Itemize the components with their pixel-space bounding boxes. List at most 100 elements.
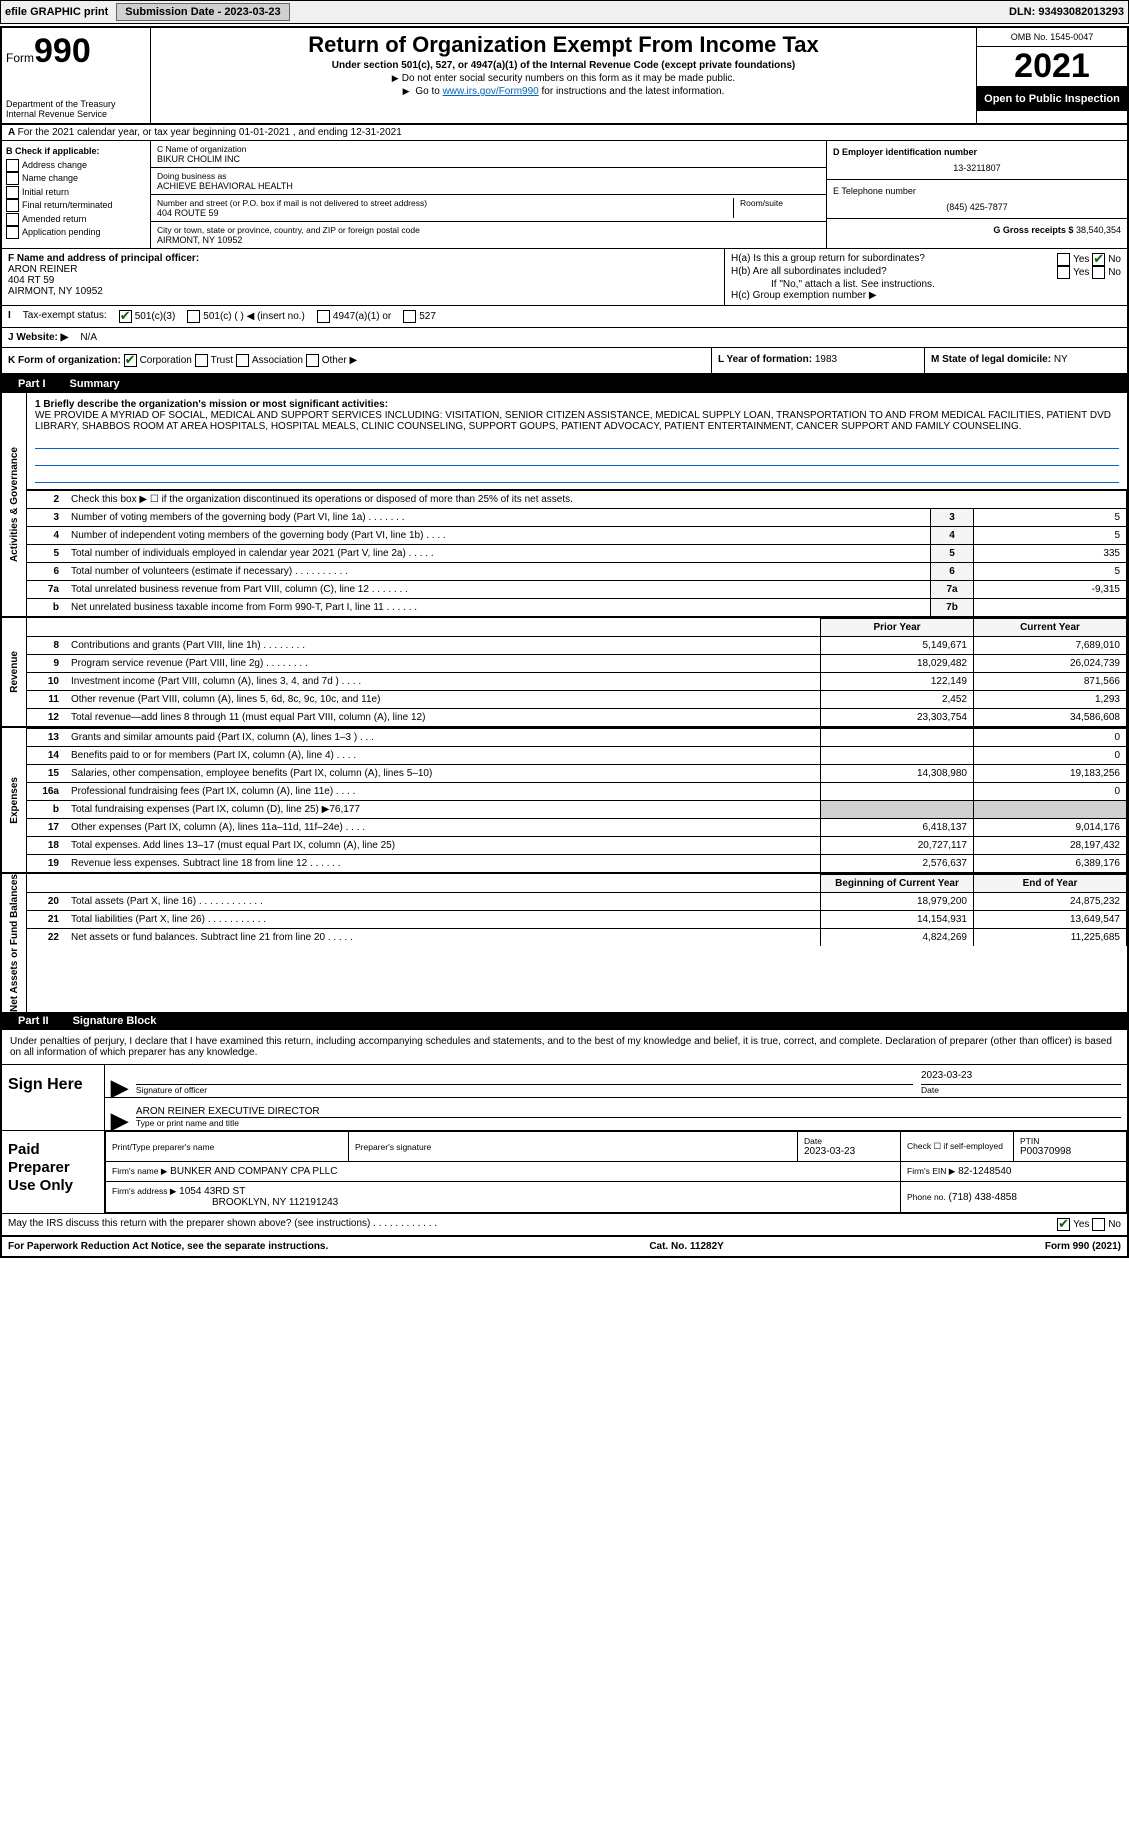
table-row: 19Revenue less expenses. Subtract line 1… — [27, 855, 1127, 873]
form-990-wrap: Form990 Department of the Treasury Inter… — [0, 26, 1129, 1258]
vtab-exp: Expenses — [2, 728, 27, 872]
cb-527[interactable]: 527 — [403, 310, 436, 323]
sign-here-row: Sign Here ▶ Signature of officer 2023-03… — [2, 1065, 1127, 1131]
cb-501c[interactable]: 501(c) ( ) ◀ (insert no.) — [187, 310, 305, 323]
website-value: N/A — [80, 332, 97, 343]
discuss-text: May the IRS discuss this return with the… — [8, 1218, 437, 1231]
form-label: Form — [6, 51, 34, 65]
cb-name-change[interactable]: Name change — [6, 172, 146, 186]
header-left: Form990 Department of the Treasury Inter… — [2, 28, 151, 123]
cb-app-pending[interactable]: Application pending — [6, 226, 146, 240]
open-public: Open to Public Inspection — [977, 87, 1127, 111]
cb-address-change[interactable]: Address change — [6, 159, 146, 173]
dba-label: Doing business as — [157, 171, 820, 181]
addr-label: Number and street (or P.O. box if mail i… — [157, 198, 727, 208]
form-subtitle: Under section 501(c), 527, or 4947(a)(1)… — [159, 60, 968, 71]
m-label: M State of legal domicile: — [931, 354, 1051, 365]
vtab-net: Net Assets or Fund Balances — [2, 874, 27, 1012]
dept-label: Department of the Treasury — [6, 99, 146, 109]
officer-name: ARON REINER — [8, 264, 718, 275]
footer-mid: Cat. No. 11282Y — [649, 1241, 723, 1252]
prep-ptin: P00370998 — [1020, 1146, 1120, 1157]
cb-final-return[interactable]: Final return/terminated — [6, 199, 146, 213]
cb-trust[interactable]: Trust — [195, 355, 233, 366]
cb-501c3[interactable]: 501(c)(3) — [119, 310, 176, 323]
l-year: L Year of formation: 1983 — [711, 348, 924, 373]
phone-block: E Telephone number (845) 425-7877 — [827, 180, 1127, 219]
link-note: Go to www.irs.gov/Form990 for instructio… — [159, 86, 968, 97]
gov-section: Activities & Governance 1 Briefly descri… — [2, 393, 1127, 618]
prep-h4: Check ☐ if self-employed — [901, 1132, 1014, 1162]
table-row: 7aTotal unrelated business revenue from … — [27, 581, 1127, 599]
firm-ein: 82-1248540 — [958, 1166, 1011, 1177]
table-row: bTotal fundraising expenses (Part IX, co… — [27, 801, 1127, 819]
addr-value: 404 ROUTE 59 — [157, 208, 727, 218]
table-row: 12Total revenue—add lines 8 through 11 (… — [27, 709, 1127, 727]
efile-topbar: efile GRAPHIC print Submission Date - 20… — [0, 0, 1129, 24]
j-label: J Website: ▶ — [8, 332, 68, 343]
exp-section: Expenses 13Grants and similar amounts pa… — [2, 728, 1127, 874]
hb-yesno: Yes No — [1057, 266, 1121, 279]
firm-addr1: 1054 43RD ST — [179, 1186, 245, 1197]
irs-link[interactable]: www.irs.gov/Form990 — [443, 86, 539, 97]
cb-assoc[interactable]: Association — [236, 355, 303, 366]
arrow-icon: ▶ — [111, 1113, 128, 1128]
sig-officer-label: Signature of officer — [136, 1085, 913, 1095]
footer-left: For Paperwork Reduction Act Notice, see … — [8, 1241, 328, 1252]
phone-label: E Telephone number — [833, 186, 1121, 196]
table-row: 21Total liabilities (Part X, line 26) . … — [27, 911, 1127, 929]
firm-ein-label: Firm's EIN ▶ — [907, 1166, 955, 1176]
org-name: BIKUR CHOLIM INC — [157, 154, 820, 164]
ein-label: D Employer identification number — [833, 147, 1121, 157]
i-label: Tax-exempt status: — [23, 310, 107, 323]
sign-here-label: Sign Here — [2, 1065, 105, 1130]
net-section: Net Assets or Fund Balances Beginning of… — [2, 874, 1127, 1012]
prep-h2: Preparer's signature — [355, 1142, 791, 1152]
net-table: Beginning of Current YearEnd of Year 20T… — [27, 874, 1127, 946]
vtab-rev: Revenue — [2, 618, 27, 726]
h-group: H(a) Is this a group return for subordin… — [725, 249, 1127, 305]
gross-label: G Gross receipts $ — [993, 225, 1073, 235]
rev-table: Prior YearCurrent Year 8Contributions an… — [27, 618, 1127, 726]
row-a-period: A For the 2021 calendar year, or tax yea… — [2, 125, 1127, 141]
k-form-org: K Form of organization: Corporation Trus… — [2, 348, 711, 373]
officer-addr1: 404 RT 59 — [8, 275, 718, 286]
addr-block: Number and street (or P.O. box if mail i… — [151, 195, 826, 222]
arrow-icon: ▶ — [111, 1080, 128, 1095]
city-block: City or town, state or province, country… — [151, 222, 826, 248]
prep-h5: PTIN — [1020, 1136, 1120, 1146]
table-row: 15Salaries, other compensation, employee… — [27, 765, 1127, 783]
sig-declaration: Under penalties of perjury, I declare th… — [2, 1030, 1127, 1065]
prep-title: Paid Preparer Use Only — [2, 1131, 105, 1213]
form-footer: For Paperwork Reduction Act Notice, see … — [2, 1237, 1127, 1256]
table-row: Firm's name ▶ BUNKER AND COMPANY CPA PLL… — [106, 1162, 1127, 1182]
cb-4947[interactable]: 4947(a)(1) or — [317, 310, 391, 323]
header-mid: Return of Organization Exempt From Incom… — [151, 28, 976, 123]
dln-label: DLN: 93493082013293 — [1009, 6, 1124, 18]
submission-date-btn[interactable]: Submission Date - 2023-03-23 — [116, 3, 289, 21]
table-row: Firm's address ▶ 1054 43RD ST BROOKLYN, … — [106, 1182, 1127, 1213]
table-row: 22Net assets or fund balances. Subtract … — [27, 929, 1127, 947]
cb-amended[interactable]: Amended return — [6, 213, 146, 227]
part2-tag: Part II — [10, 1015, 57, 1027]
col-c-org: C Name of organization BIKUR CHOLIM INC … — [151, 141, 826, 248]
mission-block: 1 Briefly describe the organization's mi… — [27, 393, 1127, 490]
cb-initial-return[interactable]: Initial return — [6, 186, 146, 200]
row-klm: K Form of organization: Corporation Trus… — [2, 348, 1127, 375]
table-row: 5Total number of individuals employed in… — [27, 545, 1127, 563]
k-label: K Form of organization: — [8, 355, 121, 366]
cb-other[interactable]: Other ▶ — [306, 355, 357, 366]
col-right-deg: D Employer identification number 13-3211… — [826, 141, 1127, 248]
discuss-yesno: Yes No — [1057, 1218, 1121, 1231]
prep-h3: Date — [804, 1136, 894, 1146]
cb-corp[interactable]: Corporation — [124, 355, 192, 366]
room-label: Room/suite — [734, 198, 820, 218]
signature-block: Under penalties of perjury, I declare th… — [2, 1030, 1127, 1237]
table-row: Beginning of Current YearEnd of Year — [27, 875, 1127, 893]
part2-title: Signature Block — [73, 1015, 157, 1027]
table-row: 10Investment income (Part VIII, column (… — [27, 673, 1127, 691]
form-title: Return of Organization Exempt From Incom… — [159, 32, 968, 58]
ha-yesno: Yes No — [1057, 253, 1121, 266]
city-label: City or town, state or province, country… — [157, 225, 820, 235]
irs-label: Internal Revenue Service — [6, 109, 146, 119]
